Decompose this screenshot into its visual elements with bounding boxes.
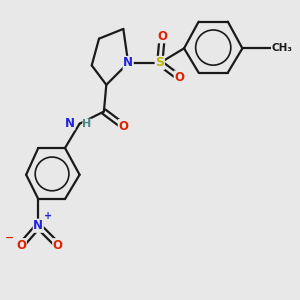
Text: S: S [155,56,164,70]
Text: O: O [16,239,26,252]
Text: O: O [118,120,128,133]
Text: H: H [82,119,92,129]
Text: CH₃: CH₃ [272,44,292,53]
Text: N: N [123,56,133,70]
Text: +: + [44,211,52,221]
Text: N: N [33,219,43,232]
Text: O: O [157,30,167,43]
Text: O: O [53,239,63,252]
Text: O: O [174,71,184,84]
Text: −: − [4,233,14,243]
Text: N: N [65,117,75,130]
